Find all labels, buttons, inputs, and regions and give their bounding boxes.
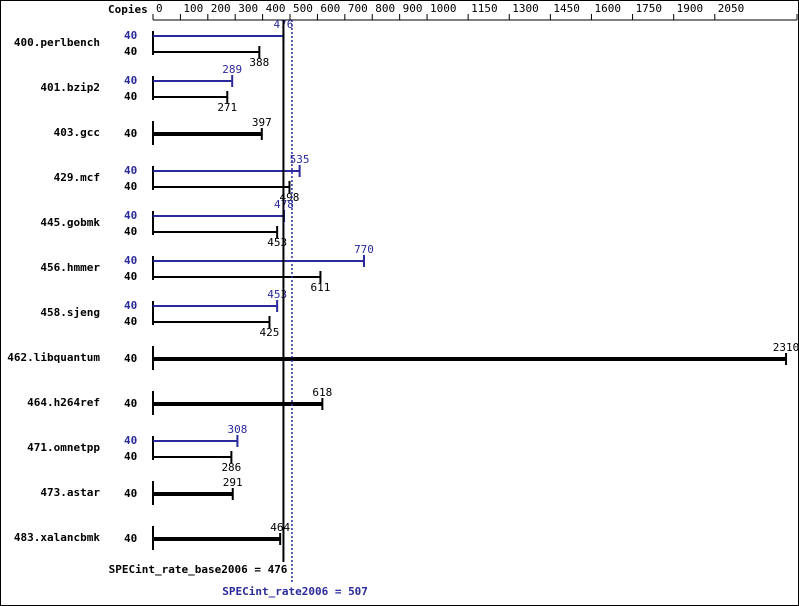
x-tick-label: 1300 <box>512 2 539 15</box>
benchmark-name: 456.hmmer <box>40 261 100 274</box>
x-tick-label: 1000 <box>430 2 457 15</box>
value-label: 770 <box>354 243 374 256</box>
value-label: 2310 <box>773 341 799 354</box>
copies: 40 <box>124 450 137 463</box>
copies: 40 <box>124 315 137 328</box>
x-tick-label: 1450 <box>553 2 580 15</box>
copies: 40 <box>124 254 137 267</box>
benchmark-name: 403.gcc <box>54 126 100 139</box>
value-label: 498 <box>280 191 300 204</box>
benchmark-name: 445.gobmk <box>40 216 100 229</box>
copies: 40 <box>124 127 137 140</box>
x-tick-label: 1150 <box>471 2 498 15</box>
benchmark-name: 483.xalancbmk <box>14 531 100 544</box>
copies: 40 <box>124 29 137 42</box>
benchmark-name: 429.mcf <box>54 171 100 184</box>
x-tick-label: 0 <box>156 2 163 15</box>
copies: 40 <box>124 209 137 222</box>
copies: 40 <box>124 434 137 447</box>
x-tick-label: 200 <box>211 2 231 15</box>
value-label: 453 <box>267 288 287 301</box>
x-tick-label: 100 <box>183 2 203 15</box>
value-label: 271 <box>217 101 237 114</box>
copies: 40 <box>124 74 137 87</box>
copies: 40 <box>124 90 137 103</box>
copies: 40 <box>124 397 137 410</box>
copies: 40 <box>124 270 137 283</box>
benchmark-name: 462.libquantum <box>7 351 100 364</box>
x-tick-label: 800 <box>375 2 395 15</box>
value-label: 397 <box>252 116 272 129</box>
x-tick-label: 500 <box>293 2 313 15</box>
value-label: 388 <box>249 56 269 69</box>
x-tick-label: 700 <box>348 2 368 15</box>
copies: 40 <box>124 532 137 545</box>
copies: 40 <box>124 180 137 193</box>
value-label: 289 <box>222 63 242 76</box>
benchmark-name: 464.h264ref <box>27 396 100 409</box>
value-label: 618 <box>312 386 332 399</box>
reference-label: SPECint_rate_base2006 = 476 <box>109 563 288 576</box>
copies: 40 <box>124 352 137 365</box>
x-tick-label: 2050 <box>718 2 745 15</box>
copies: 40 <box>124 45 137 58</box>
value-label: 291 <box>223 476 243 489</box>
benchmark-name: 400.perlbench <box>14 36 100 49</box>
x-tick-label: 400 <box>266 2 286 15</box>
copies-header: Copies <box>108 3 148 16</box>
x-tick-label: 1750 <box>636 2 663 15</box>
value-label: 308 <box>227 423 247 436</box>
benchmark-name: 471.omnetpp <box>27 441 100 454</box>
x-tick-label: 1600 <box>594 2 621 15</box>
value-label: 464 <box>270 521 290 534</box>
copies: 40 <box>124 487 137 500</box>
value-label: 453 <box>267 236 287 249</box>
x-tick-label: 300 <box>238 2 258 15</box>
x-tick-label: 900 <box>403 2 423 15</box>
x-tick-label: 600 <box>320 2 340 15</box>
value-label: 611 <box>311 281 331 294</box>
copies: 40 <box>124 164 137 177</box>
benchmark-name: 473.astar <box>40 486 100 499</box>
reference-label: SPECint_rate2006 = 507 <box>222 585 368 598</box>
benchmark-name: 458.sjeng <box>40 306 100 319</box>
x-tick-label: 1900 <box>677 2 704 15</box>
copies: 40 <box>124 299 137 312</box>
value-label: 425 <box>260 326 280 339</box>
copies: 40 <box>124 225 137 238</box>
value-label: 535 <box>290 153 310 166</box>
value-label: 286 <box>221 461 241 474</box>
benchmark-name: 401.bzip2 <box>40 81 100 94</box>
